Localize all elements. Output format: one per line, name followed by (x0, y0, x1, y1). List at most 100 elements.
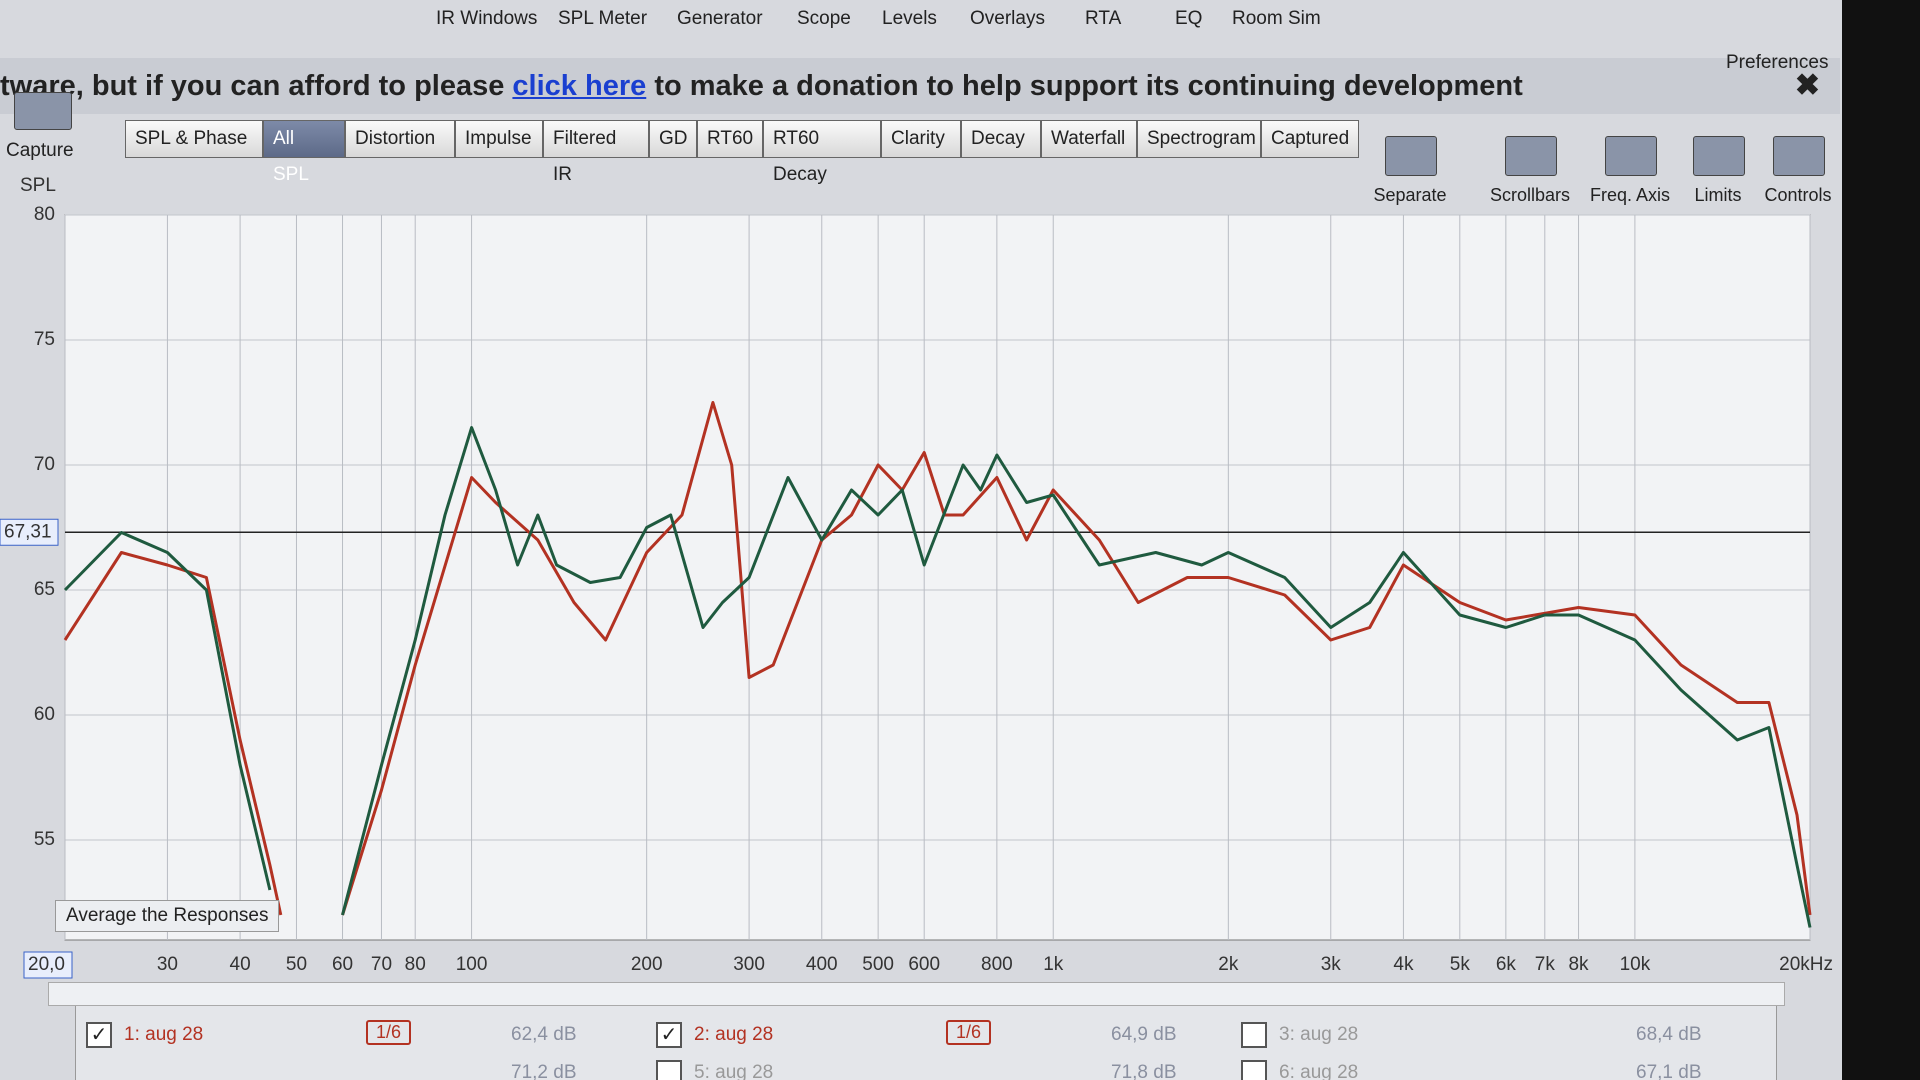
toolbar-item[interactable]: EQ (1175, 8, 1203, 29)
capture-icon[interactable] (14, 92, 72, 130)
x-tick-label: 600 (908, 954, 940, 975)
tab[interactable]: Spectrogram (1137, 120, 1261, 158)
toolbar-item[interactable]: Overlays (970, 8, 1045, 29)
y-tick-label: 70 (34, 454, 55, 475)
legend-level: 64,9 dB (1111, 1024, 1177, 1045)
checkbox[interactable]: ✓ (656, 1022, 682, 1048)
toolbar-item[interactable]: SPL Meter (558, 8, 648, 29)
x-tick-label: 2k (1218, 954, 1239, 975)
average-button[interactable]: Average the Responses (55, 900, 280, 932)
legend-level: 67,1 dB (1636, 1062, 1702, 1080)
banner-text: tware, but if you can afford to please (0, 70, 505, 102)
tab[interactable]: Impulse (455, 120, 543, 158)
chart: SPL 55 60 65 70 75 80 20,0 30 40 50 60 70 80 100 200 300… (0, 175, 1833, 979)
toolbar-item[interactable]: IR Windows (436, 8, 538, 29)
tab[interactable]: SPL & Phase (125, 120, 263, 158)
toolbar-item[interactable]: Scope (797, 8, 851, 29)
tool-label: Controls (1764, 185, 1832, 205)
x-tick-label: 30 (157, 954, 178, 975)
x-tick-label: 20,0 (28, 954, 65, 975)
tool-label: Limits (1694, 185, 1742, 205)
x-tick-label: 80 (405, 954, 426, 975)
tool-icon[interactable] (1773, 136, 1825, 176)
tab[interactable]: RT60 Decay (763, 120, 881, 185)
cursor-label: 67,31 (4, 521, 52, 542)
checkbox[interactable] (656, 1060, 682, 1080)
y-tick-label: 80 (34, 204, 55, 225)
y-tick-label: 60 (34, 704, 55, 725)
legend-level: 71,8 dB (1111, 1062, 1177, 1080)
x-tick-label: 300 (733, 954, 765, 975)
toolbar-item[interactable]: Levels (882, 8, 937, 29)
legend-name: 3: aug 28 (1279, 1024, 1359, 1045)
toolbar-item[interactable]: RTA (1085, 8, 1122, 29)
x-tick-label: 6k (1496, 954, 1517, 975)
tool-label: Scrollbars (1489, 185, 1571, 205)
x-tick-label: 4k (1393, 954, 1414, 975)
x-tick-label: 20kHz (1779, 954, 1833, 975)
banner-text: to make a donation to help support its c… (654, 70, 1523, 102)
legend-level: 71,2 dB (511, 1062, 577, 1080)
tab[interactable]: Decay (961, 120, 1041, 158)
smoothing-button[interactable]: 1/6 (946, 1020, 992, 1045)
tab[interactable]: RT60 (697, 120, 763, 158)
x-tick-label: 1k (1043, 954, 1064, 975)
tab[interactable]: All SPL (263, 120, 345, 185)
series-line (63, 426, 1812, 928)
tool-icon[interactable] (1693, 136, 1745, 176)
x-tick-label: 100 (456, 954, 488, 975)
donation-banner: tware, but if you can afford to please c… (0, 58, 1840, 114)
y-axis-label: SPL (20, 175, 56, 196)
tab[interactable]: Captured (1261, 120, 1359, 158)
x-tick-label: 70 (371, 954, 392, 975)
smoothing-button[interactable]: 1/6 (366, 1020, 412, 1045)
tab[interactable]: Clarity (881, 120, 961, 158)
legend-name: 1: aug 28 (124, 1024, 204, 1045)
scrollbar[interactable] (48, 982, 1785, 1006)
toolbar-item[interactable]: Generator (677, 8, 763, 29)
monitor-bezel (1842, 0, 1920, 1080)
legend-level: 68,4 dB (1636, 1024, 1702, 1045)
x-tick-label: 200 (631, 954, 663, 975)
y-tick-label: 55 (34, 829, 55, 850)
legend-name: 6: aug 28 (1279, 1062, 1359, 1080)
y-tick-label: 75 (34, 329, 55, 350)
tool-icon[interactable] (1605, 136, 1657, 176)
y-tick-label: 65 (34, 579, 55, 600)
x-tick-label: 3k (1321, 954, 1342, 975)
legend-name: 2: aug 28 (694, 1024, 774, 1045)
x-tick-label: 500 (862, 954, 894, 975)
tab[interactable]: Filtered IR (543, 120, 649, 185)
x-tick-label: 5k (1450, 954, 1471, 975)
tab[interactable]: Distortion (345, 120, 455, 158)
capture-label: Capture (6, 140, 74, 161)
legend-level: 62,4 dB (511, 1024, 577, 1045)
x-tick-label: 10k (1620, 954, 1651, 975)
x-tick-label: 800 (981, 954, 1013, 975)
tab[interactable]: GD (649, 120, 697, 158)
checkbox[interactable] (1241, 1022, 1267, 1048)
tool-label: Separate (1373, 185, 1447, 205)
x-tick-label: 50 (286, 954, 307, 975)
plot-area (64, 214, 1811, 941)
x-tick-label: 8k (1568, 954, 1589, 975)
x-tick-label: 7k (1535, 954, 1556, 975)
x-tick-label: 60 (332, 954, 353, 975)
donation-link[interactable]: click here (512, 70, 647, 102)
x-cursor-box (23, 951, 73, 979)
tab[interactable]: Waterfall (1041, 120, 1137, 158)
toolbar-item[interactable]: Room Sim (1232, 8, 1321, 29)
legend-name: 5: aug 28 (694, 1062, 774, 1080)
cursor-label-box (0, 518, 59, 546)
tool-label: Freq. Axis (1589, 185, 1671, 205)
toolbar-item[interactable]: Preferences (1726, 52, 1829, 73)
tool-icon[interactable] (1385, 136, 1437, 176)
checkbox[interactable] (1241, 1060, 1267, 1080)
x-tick-label: 400 (806, 954, 838, 975)
close-banner[interactable]: ✖ (1794, 69, 1820, 102)
tool-icon[interactable] (1505, 136, 1557, 176)
legend-panel: ✓ 1: aug 28 1/6 62,4 dB ✓ 2: aug 28 1/6 64,9 dB… (75, 1005, 1777, 1080)
checkbox[interactable]: ✓ (86, 1022, 112, 1048)
series-line (63, 401, 1812, 916)
